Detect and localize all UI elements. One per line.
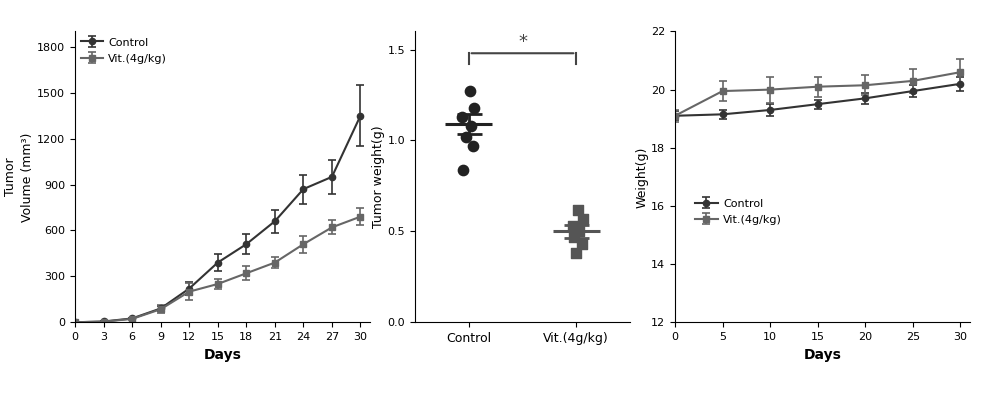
Point: [454, 114, 470, 120]
Y-axis label: Weight(g): Weight(g): [635, 146, 648, 208]
Y-axis label: Tumor weight(g): Tumor weight(g): [372, 125, 385, 228]
X-axis label: Days: Days: [204, 347, 241, 362]
Point: [463, 123, 479, 129]
Point: [570, 206, 586, 213]
Point: [574, 241, 590, 247]
Point: [465, 143, 481, 149]
X-axis label: Days: Days: [804, 347, 841, 362]
Point: [466, 105, 482, 111]
Point: [462, 88, 478, 95]
Text: *: *: [518, 33, 527, 51]
Point: [565, 223, 581, 229]
Y-axis label: Tumor
Volume (mm³): Tumor Volume (mm³): [4, 132, 34, 222]
Point: [571, 228, 587, 235]
Point: [575, 215, 591, 222]
Point: [458, 134, 474, 140]
Legend: Control, Vit.(4g/kg): Control, Vit.(4g/kg): [81, 37, 167, 64]
Legend: Control, Vit.(4g/kg): Control, Vit.(4g/kg): [695, 198, 782, 225]
Point: [455, 167, 471, 173]
Point: [566, 234, 582, 240]
Point: [568, 250, 584, 256]
